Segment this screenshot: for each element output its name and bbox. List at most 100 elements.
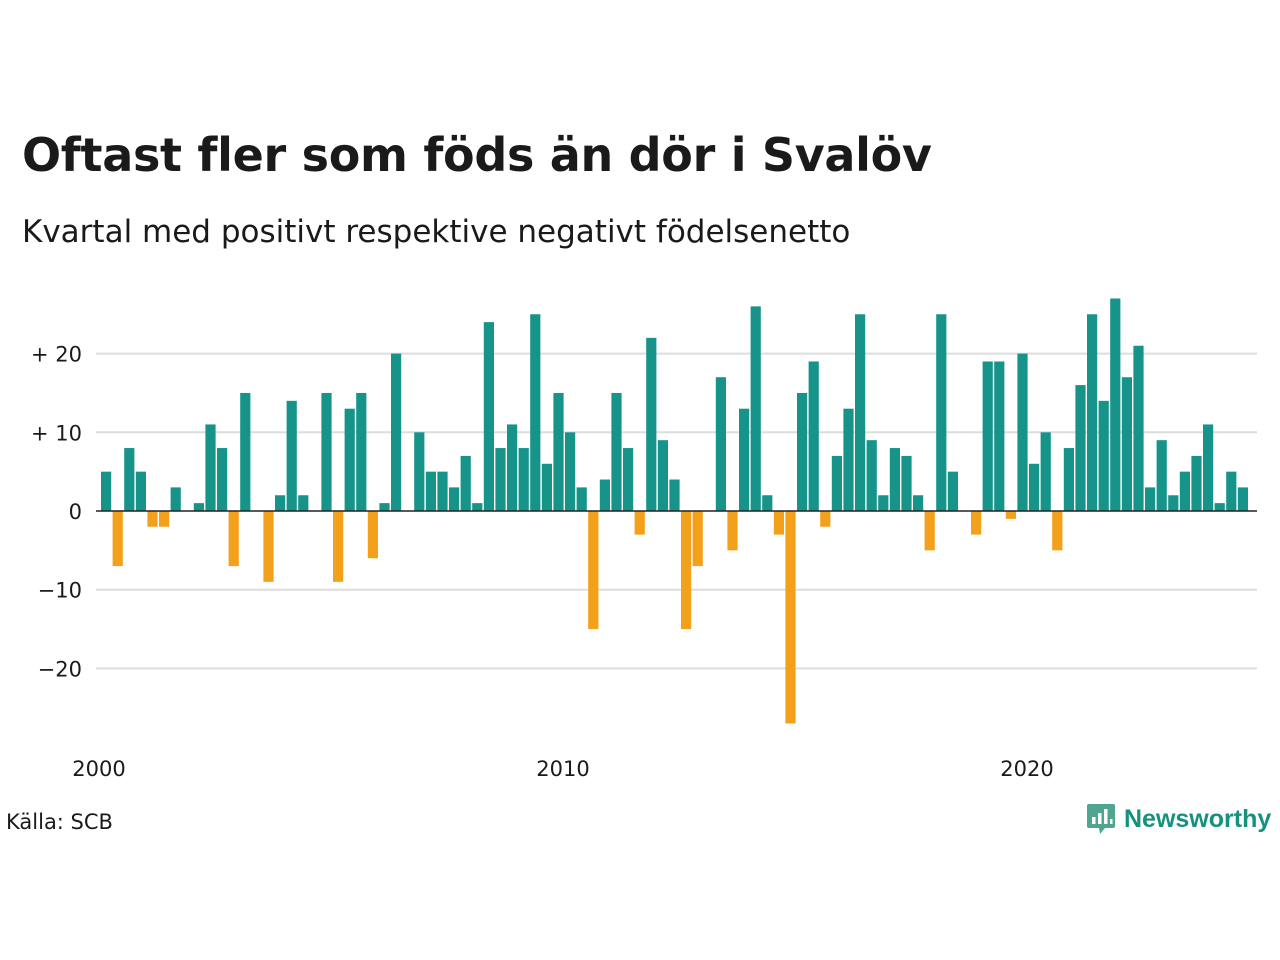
- bar-positive: [1237, 487, 1248, 511]
- bar-layer: [101, 298, 1248, 724]
- y-tick-label: + 20: [31, 343, 82, 367]
- bar-negative: [820, 511, 831, 527]
- bar-negative: [228, 511, 239, 567]
- x-tick-label: 2000: [72, 757, 125, 781]
- bar-positive: [913, 495, 924, 511]
- bar-positive: [994, 361, 1005, 511]
- bar-positive: [669, 479, 680, 511]
- bar-positive: [750, 306, 761, 511]
- bar-positive: [541, 463, 552, 511]
- bar-positive: [889, 448, 900, 511]
- bar-positive: [483, 322, 494, 511]
- bar-negative: [588, 511, 599, 630]
- bar-positive: [124, 448, 135, 511]
- bar-positive: [611, 392, 622, 511]
- y-tick-label: + 10: [31, 421, 82, 445]
- y-tick-label: −10: [38, 579, 82, 603]
- bar-negative: [112, 511, 123, 567]
- bar-positive: [1063, 448, 1074, 511]
- bar-negative: [367, 511, 378, 559]
- bar-positive: [623, 448, 634, 511]
- axis-layer: −20 −10 0 + 10 + 20 2000 2010 2020: [31, 343, 1257, 781]
- bar-negative: [727, 511, 738, 551]
- bar-positive: [599, 479, 610, 511]
- bar-positive: [936, 314, 947, 511]
- bar-negative: [692, 511, 703, 567]
- newsworthy-chart-bubble-icon: [1087, 804, 1115, 834]
- bar-positive: [1133, 345, 1144, 511]
- bar-negative: [1005, 511, 1016, 519]
- bar-positive: [576, 487, 587, 511]
- bar-positive: [379, 503, 390, 511]
- bar-positive: [507, 424, 518, 511]
- bar-positive: [1075, 385, 1086, 511]
- bar-negative: [147, 511, 158, 527]
- source-note: Källa: SCB: [6, 810, 113, 834]
- bar-positive: [739, 408, 750, 511]
- bar-positive: [1017, 353, 1028, 511]
- bar-positive: [1179, 471, 1190, 511]
- bar-negative: [1052, 511, 1063, 551]
- bar-positive: [843, 408, 854, 511]
- x-tick-label: 2020: [1000, 757, 1053, 781]
- bar-positive: [808, 361, 819, 511]
- bar-positive: [878, 495, 889, 511]
- bar-positive: [797, 392, 808, 511]
- bar-positive: [356, 392, 367, 511]
- bar-positive: [298, 495, 309, 511]
- bar-positive: [982, 361, 993, 511]
- bar-positive: [715, 377, 726, 511]
- bar-positive: [391, 353, 402, 511]
- bar-positive: [217, 448, 228, 511]
- bar-positive: [1226, 471, 1237, 511]
- bar-positive: [275, 495, 286, 511]
- bar-positive: [460, 455, 471, 511]
- bar-positive: [1214, 503, 1225, 511]
- bar-chart: −20 −10 0 + 10 + 20 2000 2010 2020: [31, 298, 1257, 781]
- bar-positive: [101, 471, 112, 511]
- brand-logo[interactable]: Newsworthy: [1086, 802, 1271, 836]
- bar-negative: [681, 511, 692, 630]
- bar-negative: [263, 511, 274, 582]
- bar-negative: [333, 511, 344, 582]
- y-tick-label: 0: [69, 500, 82, 524]
- bar-positive: [947, 471, 958, 511]
- bar-positive: [1168, 495, 1179, 511]
- bar-positive: [553, 392, 564, 511]
- bar-positive: [646, 337, 657, 511]
- bar-negative: [971, 511, 982, 535]
- chart-subtitle: Kvartal med positivt respektive negativt…: [22, 214, 851, 250]
- bar-positive: [135, 471, 146, 511]
- bar-positive: [449, 487, 460, 511]
- bar-positive: [240, 392, 251, 511]
- bar-positive: [495, 448, 506, 511]
- bar-positive: [344, 408, 355, 511]
- bar-negative: [159, 511, 170, 527]
- bar-positive: [1156, 440, 1167, 511]
- x-tick-label: 2010: [536, 757, 589, 781]
- bar-negative: [634, 511, 645, 535]
- bar-positive: [657, 440, 668, 511]
- bar-positive: [1087, 314, 1098, 511]
- bar-positive: [1098, 400, 1109, 511]
- bar-positive: [286, 400, 297, 511]
- bar-negative: [785, 511, 796, 724]
- bar-positive: [831, 455, 842, 511]
- bar-positive: [321, 392, 332, 511]
- bar-positive: [170, 487, 181, 511]
- bar-positive: [414, 432, 425, 511]
- bar-positive: [518, 448, 529, 511]
- bar-positive: [437, 471, 448, 511]
- brand-name: Newsworthy: [1124, 804, 1272, 833]
- bar-positive: [1029, 463, 1040, 511]
- chart-title: Oftast fler som föds än dör i Svalöv: [22, 128, 932, 182]
- bar-positive: [565, 432, 576, 511]
- bar-positive: [472, 503, 483, 511]
- bar-positive: [1203, 424, 1214, 511]
- bar-positive: [855, 314, 866, 511]
- bar-positive: [193, 503, 204, 511]
- bar-positive: [762, 495, 773, 511]
- bar-positive: [530, 314, 541, 511]
- bar-positive: [1040, 432, 1051, 511]
- bar-negative: [924, 511, 935, 551]
